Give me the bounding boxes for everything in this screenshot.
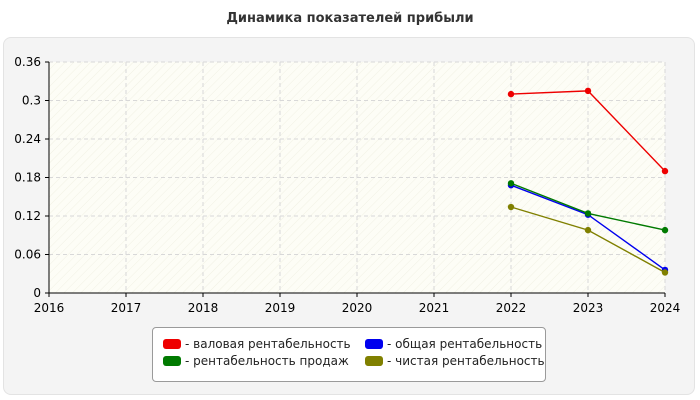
y-tick-label: 0.3 [22, 94, 41, 108]
x-tick-label: 2017 [111, 301, 142, 315]
x-tick-label: 2021 [419, 301, 450, 315]
y-tick-label: 0.18 [14, 171, 41, 185]
x-tick-label: 2018 [188, 301, 219, 315]
legend-item-sales-margin: - рентабельность продаж [163, 354, 349, 368]
legend-item-gross-margin: - валовая рентабельность [163, 337, 351, 351]
legend-label: - общая рентабельность [387, 337, 543, 351]
legend-label: - чистая рентабельность [387, 354, 545, 368]
x-tick-label: 2019 [265, 301, 296, 315]
legend-swatch [365, 339, 383, 349]
legend-item-total-margin: - общая рентабельность [365, 337, 542, 351]
data-point [507, 180, 515, 187]
data-point [661, 167, 669, 175]
y-tick-label: 0 [33, 286, 41, 300]
data-point [661, 226, 669, 234]
data-point [584, 210, 592, 217]
y-tick-label: 0.12 [14, 209, 41, 223]
data-point [507, 90, 515, 98]
data-point [584, 87, 592, 95]
chart-title: Динамика показателей прибыли [226, 11, 474, 26]
legend-label: - рентабельность продаж [185, 354, 349, 368]
legend-item-net-margin: - чистая рентабельность [365, 354, 545, 368]
data-point [661, 269, 669, 276]
data-point [507, 203, 515, 211]
y-tick-label: 0.36 [14, 55, 41, 69]
x-tick-label: 2020 [342, 301, 373, 315]
legend-swatch [163, 339, 181, 349]
y-tick-label: 0.06 [14, 248, 41, 262]
x-tick-label: 2023 [573, 301, 604, 315]
x-tick-label: 2024 [650, 301, 681, 315]
data-point [584, 226, 592, 234]
x-tick-label: 2016 [34, 301, 65, 315]
x-tick-label: 2022 [496, 301, 527, 315]
legend-swatch [365, 356, 383, 366]
legend-label: - валовая рентабельность [185, 337, 351, 351]
legend-swatch [163, 356, 181, 366]
chart-legend: - валовая рентабельность - общая рентабе… [152, 327, 546, 382]
y-tick-label: 0.24 [14, 132, 41, 146]
